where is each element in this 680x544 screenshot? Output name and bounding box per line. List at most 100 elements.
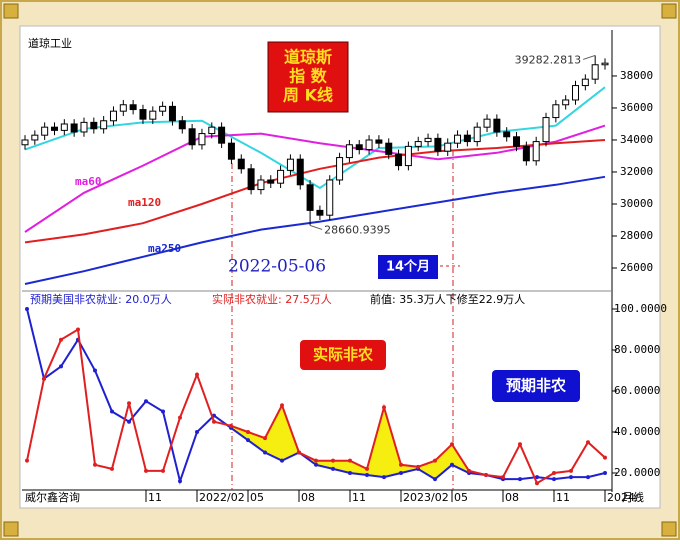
point	[246, 429, 250, 434]
candle-body	[208, 126, 216, 135]
point	[433, 458, 437, 463]
candle-body	[454, 134, 462, 144]
x-tick-label: 08	[301, 491, 315, 504]
point	[59, 364, 63, 369]
candle-body	[227, 142, 235, 160]
candle-body	[601, 62, 609, 66]
point	[59, 337, 63, 342]
gap-fill	[418, 460, 435, 480]
candle-body	[434, 137, 442, 152]
y-tick-label: 30000	[620, 197, 653, 210]
candle-body	[562, 99, 570, 106]
candle-body	[90, 121, 98, 130]
point	[144, 468, 148, 473]
date-note: 2022-05-06	[228, 257, 326, 277]
point	[161, 468, 165, 473]
candle-body	[463, 134, 471, 143]
gap-fill	[265, 405, 282, 461]
legend-box	[492, 370, 580, 402]
point	[518, 477, 522, 482]
candle-body	[552, 104, 560, 119]
point	[25, 306, 29, 311]
candle-body	[198, 133, 206, 146]
candle-body	[385, 142, 393, 155]
point	[450, 462, 454, 467]
x-tick-label: 11	[352, 491, 366, 504]
candle-body	[444, 142, 452, 152]
candle-body	[522, 145, 530, 162]
ma-line	[24, 175, 606, 285]
gap-fill	[316, 460, 333, 469]
point	[280, 403, 284, 408]
candle-body	[493, 118, 501, 133]
candle-body	[21, 139, 29, 146]
point	[93, 368, 97, 373]
legend-box	[300, 340, 386, 370]
candle-body	[424, 137, 432, 143]
candle-body	[336, 157, 344, 181]
point	[552, 477, 556, 482]
point	[76, 327, 80, 332]
point	[314, 458, 318, 463]
y-tick-label: 20.0000	[614, 466, 660, 479]
high-label: 39282.2813	[515, 53, 581, 66]
point	[178, 415, 182, 420]
y-tick-label: 28000	[620, 229, 653, 242]
gap-fill	[333, 460, 350, 473]
point	[433, 477, 437, 482]
candle-body	[365, 139, 373, 151]
gap-fill	[435, 444, 452, 480]
period: 月线	[622, 490, 644, 504]
point	[467, 468, 471, 473]
corner-ornaments	[3, 3, 677, 537]
point	[110, 466, 114, 471]
point	[331, 458, 335, 463]
point	[297, 450, 301, 455]
y-tick-label: 40.0000	[614, 425, 660, 438]
point	[42, 376, 46, 381]
point	[365, 473, 369, 478]
point	[263, 436, 267, 441]
candle-body	[277, 169, 285, 184]
candle-body	[159, 105, 167, 112]
candle-body	[306, 184, 314, 211]
candle-body	[168, 105, 176, 122]
point	[569, 475, 573, 480]
point	[127, 401, 131, 406]
badge-text: 周 K线	[283, 86, 333, 105]
candle-body	[149, 110, 157, 120]
low-label: 28660.9395	[324, 223, 390, 236]
x-tick-label: 11	[556, 491, 570, 504]
ma-label: ma120	[128, 196, 161, 209]
point	[399, 470, 403, 475]
header-actual: 实际非农就业: 27.5万人	[212, 292, 332, 306]
candle-body	[218, 126, 226, 144]
candle-body	[345, 144, 353, 159]
ma-label: ma250	[148, 242, 181, 255]
candle-body	[572, 85, 580, 101]
candle-body	[296, 158, 304, 186]
candle-body	[139, 109, 147, 120]
point	[331, 466, 335, 471]
point	[195, 372, 199, 377]
point	[365, 466, 369, 471]
point	[127, 419, 131, 424]
ma-label: ma60	[75, 175, 102, 188]
candle-body	[188, 128, 196, 146]
candle-body	[41, 126, 49, 136]
candle-body	[80, 121, 88, 133]
point	[501, 475, 505, 480]
candle-body	[50, 126, 58, 131]
point	[586, 475, 590, 480]
candle-body	[60, 123, 68, 131]
point	[382, 405, 386, 410]
candle-body	[473, 126, 481, 143]
candle-body	[483, 118, 491, 128]
y-tick-label: 36000	[620, 101, 653, 114]
y-tick-label: 32000	[620, 165, 653, 178]
point	[518, 442, 522, 447]
point	[25, 458, 29, 463]
point	[450, 442, 454, 447]
candle-body	[404, 145, 412, 167]
